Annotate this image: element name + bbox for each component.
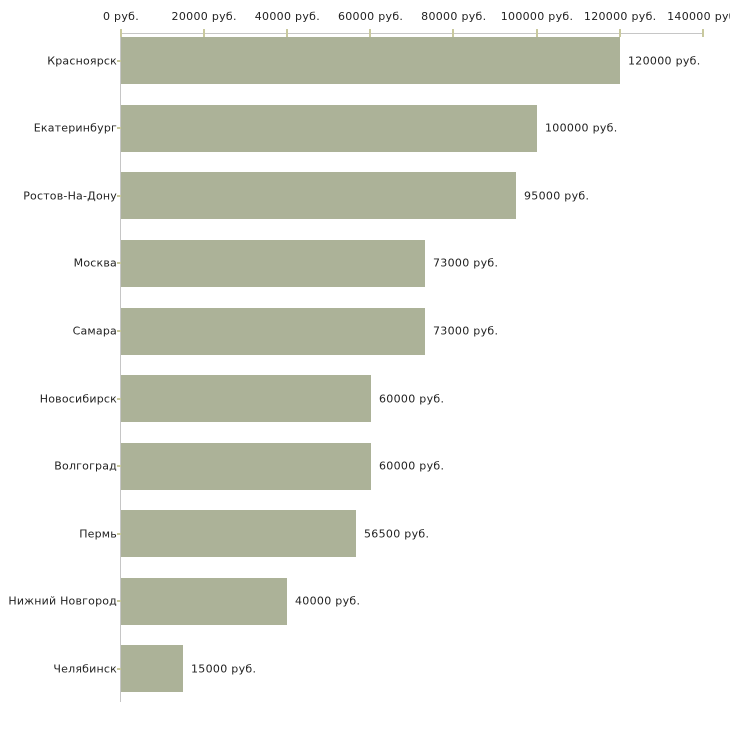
y-axis-tick-mark	[117, 127, 124, 130]
value-label: 120000 руб.	[628, 54, 701, 68]
bar-красноярск	[121, 37, 620, 85]
y-axis-tick-mark	[117, 465, 124, 468]
bar-екатеринбург	[121, 104, 537, 152]
x-axis-tick-mark	[119, 29, 122, 37]
bar-пермь	[121, 510, 356, 558]
y-axis-tick-mark	[117, 532, 124, 535]
category-label: Челябинск	[53, 662, 117, 676]
x-axis-tick-label: 40000 руб.	[254, 10, 321, 23]
bar-волгоград	[121, 442, 371, 490]
y-axis-line	[120, 33, 121, 702]
bar-новосибирск	[121, 375, 371, 423]
x-axis-tick-label: 120000 руб.	[583, 10, 657, 23]
y-axis-tick-mark	[117, 667, 124, 670]
y-axis-tick-mark	[117, 600, 124, 603]
category-label: Екатеринбург	[33, 121, 117, 135]
category-label: Пермь	[79, 527, 117, 541]
y-axis-tick-mark	[117, 262, 124, 265]
category-label: Новосибирск	[39, 392, 117, 406]
category-label: Красноярск	[47, 54, 117, 68]
y-axis-tick-mark	[117, 59, 124, 62]
x-axis-tick-mark	[618, 29, 621, 37]
x-axis-tick-mark	[535, 29, 538, 37]
x-axis-line	[120, 33, 704, 34]
x-axis-tick-label: 100000 руб.	[500, 10, 574, 23]
bar-ростов-на-дону	[121, 172, 516, 220]
x-axis-tick-mark	[369, 29, 372, 37]
x-axis-tick-mark	[202, 29, 205, 37]
value-label: 15000 руб.	[191, 662, 257, 676]
bar-нижний новгород	[121, 577, 287, 625]
y-axis-tick-mark	[117, 330, 124, 332]
value-label: 40000 руб.	[295, 594, 361, 608]
value-label: 95000 руб.	[524, 189, 590, 203]
x-axis-tick-mark	[701, 29, 704, 37]
value-label: 60000 руб.	[379, 459, 445, 473]
value-label: 73000 руб.	[433, 324, 499, 338]
category-label: Волгоград	[54, 459, 117, 473]
value-label: 73000 руб.	[433, 256, 499, 270]
y-axis-tick-mark	[117, 397, 124, 400]
x-axis-tick-mark	[285, 29, 288, 37]
category-label: Москва	[73, 256, 117, 270]
y-axis-tick-mark	[117, 194, 124, 197]
category-label: Ростов-На-Дону	[23, 189, 117, 203]
x-axis-tick-label: 60000 руб.	[337, 10, 404, 23]
category-label: Самара	[72, 324, 117, 338]
x-axis-tick-label: 140000 руб.	[667, 10, 730, 23]
value-label: 60000 руб.	[379, 392, 445, 406]
category-label: Нижний Новгород	[8, 594, 117, 608]
bar-челябинск	[121, 645, 183, 693]
x-axis-tick-mark	[452, 29, 455, 37]
x-axis-tick-label: 20000 руб.	[171, 10, 237, 23]
bar-москва	[121, 239, 425, 287]
value-label: 100000 руб.	[545, 121, 618, 135]
x-axis-tick-label: 80000 руб.	[421, 10, 487, 23]
value-label: 56500 руб.	[364, 527, 430, 541]
bar-самара	[121, 307, 425, 355]
x-axis-tick-label: 0 руб.	[102, 10, 140, 23]
